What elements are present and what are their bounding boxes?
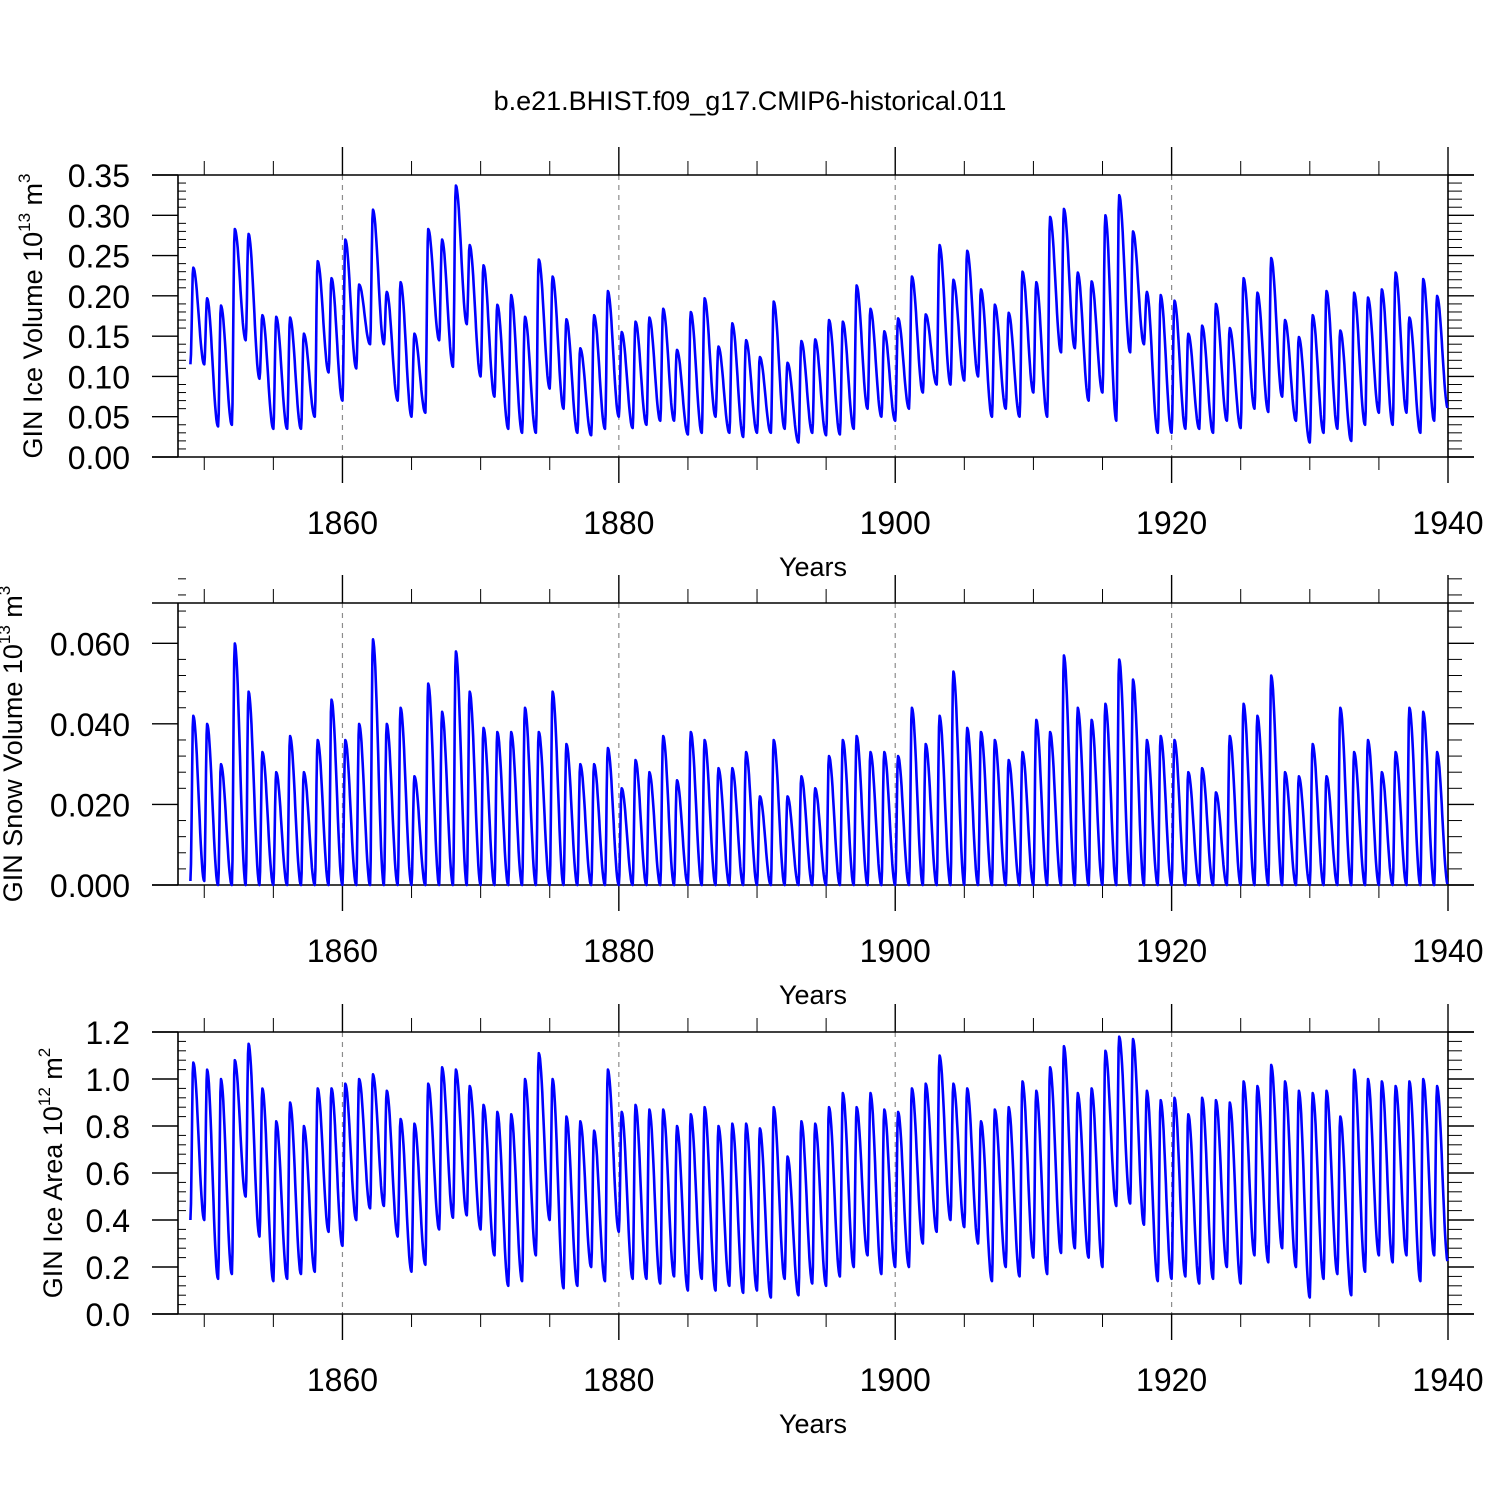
y-tick-label: 0.8 (86, 1109, 130, 1145)
y-tick-label: 0.6 (86, 1156, 130, 1192)
x-axis-label: Years (779, 980, 847, 1010)
y-tick-label: 1.0 (86, 1062, 130, 1098)
series-line (189, 638, 1449, 887)
y-tick-label: 0.15 (68, 319, 130, 355)
y-axis-label-exponent: 13 (0, 625, 14, 644)
y-tick-label: 0.10 (68, 359, 130, 395)
x-tick-label: 1860 (307, 933, 378, 969)
y-tick-label: 0.20 (68, 279, 130, 315)
panel-2: 0.000 0.020 0.040 0.060 1860 1880 1900 1920 1940… (0, 575, 1484, 1010)
y-tick-label: 0.4 (86, 1203, 130, 1239)
x-tick-label: 1920 (1136, 505, 1207, 541)
y-axis-label-unit-exponent: 3 (15, 173, 34, 182)
x-tick-label: 1900 (860, 505, 931, 541)
y-tick-label: 0.020 (50, 787, 130, 823)
y-tick-label: 0.25 (68, 239, 130, 275)
x-tick-label: 1900 (860, 1362, 931, 1398)
y-axis-label-base: GIN Ice Volume 10 (18, 232, 48, 459)
y-tick-label: 0.30 (68, 198, 130, 234)
plot-panels: 0.00 0.05 0.10 0.15 0.20 0.25 0.30 0.35 1860 1880… (0, 147, 1484, 1439)
y-axis-label: GIN Ice Area 1012 m2 (35, 1048, 68, 1299)
panel-3: 0.0 0.2 0.4 0.6 0.8 1.0 1.2 1860 1880 1900 1920 194… (35, 1004, 1484, 1439)
x-tick-label: 1860 (307, 505, 378, 541)
x-tick-label: 1940 (1412, 933, 1483, 969)
x-axis-label: Years (779, 1409, 847, 1439)
x-tick-label: 1940 (1412, 505, 1483, 541)
panel-1: 0.00 0.05 0.10 0.15 0.20 0.25 0.30 0.35 1860 1880… (15, 147, 1484, 582)
series-line (189, 184, 1449, 444)
y-tick-label: 0.05 (68, 400, 130, 436)
y-tick-label: 0.35 (68, 158, 130, 194)
y-axis-label-exponent: 12 (35, 1087, 54, 1106)
y-tick-label: 1.2 (86, 1015, 130, 1051)
y-tick-label: 0.0 (86, 1297, 130, 1333)
series-line (189, 1035, 1449, 1299)
y-tick-label: 0.040 (50, 707, 130, 743)
x-tick-label: 1920 (1136, 1362, 1207, 1398)
x-tick-label: 1920 (1136, 933, 1207, 969)
y-axis-label-base: GIN Snow Volume 10 (0, 644, 28, 902)
x-tick-label: 1860 (307, 1362, 378, 1398)
x-tick-label: 1880 (583, 505, 654, 541)
y-axis-label-unit: m (18, 183, 48, 213)
y-axis-label-unit: m (0, 595, 28, 625)
y-axis-label-exponent: 13 (15, 213, 34, 232)
y-axis-label-base: GIN Ice Area 10 (38, 1106, 68, 1298)
y-tick-label: 0.00 (68, 440, 130, 476)
y-axis-label-unit-exponent: 3 (0, 586, 14, 595)
x-tick-label: 1940 (1412, 1362, 1483, 1398)
y-tick-label: 0.000 (50, 868, 130, 904)
figure-title: b.e21.BHIST.f09_g17.CMIP6-historical.011 (494, 86, 1007, 116)
y-axis-label-unit: m (38, 1057, 68, 1087)
y-axis-label: GIN Ice Volume 1013 m3 (15, 173, 48, 458)
x-tick-label: 1880 (583, 933, 654, 969)
y-tick-label: 0.2 (86, 1250, 130, 1286)
y-tick-label: 0.060 (50, 626, 130, 662)
x-axis-label: Years (779, 552, 847, 582)
x-tick-label: 1880 (583, 1362, 654, 1398)
y-axis-label: GIN Snow Volume 1013 m3 (0, 586, 28, 903)
y-axis-label-unit-exponent: 2 (35, 1048, 54, 1057)
x-tick-label: 1900 (860, 933, 931, 969)
